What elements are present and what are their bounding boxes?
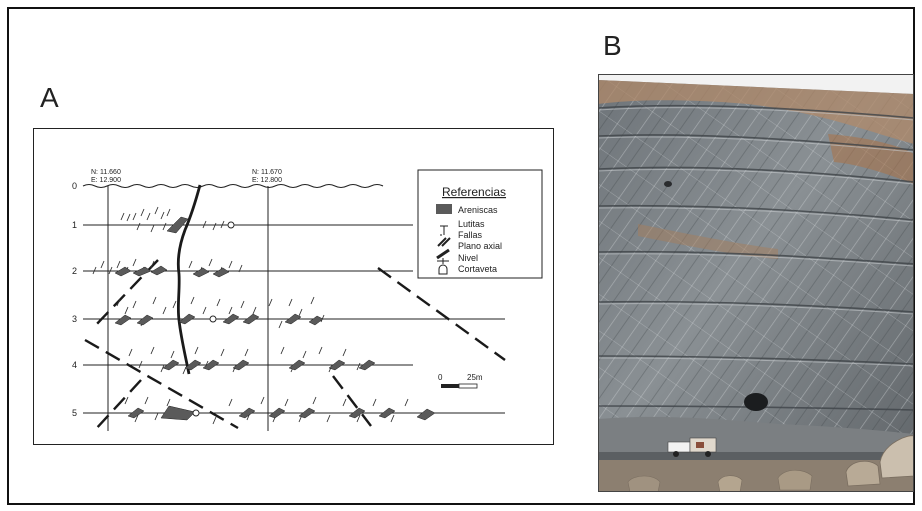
vein-marker — [193, 410, 199, 416]
legend-item-fallas: Fallas — [458, 230, 483, 240]
truck-wheel — [705, 451, 711, 457]
cross-section-diagram: 0 1 2 3 4 5 N: 11.660 E: 12.900 N: 11.67… — [33, 128, 554, 445]
level-label-0: 0 — [72, 181, 77, 191]
boulder — [778, 470, 812, 490]
boulder — [718, 476, 742, 492]
open-pit-photo — [598, 74, 914, 492]
level-label-4: 4 — [72, 360, 77, 370]
boulder — [846, 461, 880, 486]
panel-b-label: B — [603, 30, 622, 62]
scale-bar-empty — [459, 384, 477, 388]
tunnel-opening-small — [664, 181, 672, 187]
sandstone-swatch — [436, 204, 452, 214]
level-label-3: 3 — [72, 314, 77, 324]
level-label-5: 5 — [72, 408, 77, 418]
legend-item-lutitas: Lutitas — [458, 219, 485, 229]
legend: Referencias Areniscas Lutitas Fallas Pla… — [418, 170, 542, 278]
panel-a-label: A — [40, 82, 59, 114]
coord-left-n: N: 11.660 — [91, 169, 121, 176]
level-label-2: 2 — [72, 266, 77, 276]
haul-road — [598, 452, 914, 460]
truck-cab — [668, 442, 690, 452]
coord-right-n: N: 11.670 — [252, 169, 282, 176]
tunnel-opening — [744, 393, 768, 411]
scale-end-label: 25m — [467, 373, 483, 382]
boulder — [628, 476, 660, 492]
legend-item-areniscas: Areniscas — [458, 205, 498, 215]
legend-item-cortaveta: Cortaveta — [458, 264, 497, 274]
scale-bar-filled — [441, 384, 459, 388]
truck-detail — [696, 442, 704, 448]
legend-title: Referencias — [442, 185, 506, 199]
legend-item-plano-axial: Plano axial — [458, 241, 502, 251]
coord-left-e: E: 12.900 — [91, 177, 121, 184]
scale-start-label: 0 — [438, 373, 443, 382]
coord-right-e: E: 12.800 — [252, 177, 282, 184]
vein-symbol — [439, 265, 447, 274]
level-label-1: 1 — [72, 220, 77, 230]
vein-marker — [228, 222, 234, 228]
truck-wheel — [673, 451, 679, 457]
vein-marker — [210, 316, 216, 322]
legend-item-nivel: Nivel — [458, 253, 478, 263]
